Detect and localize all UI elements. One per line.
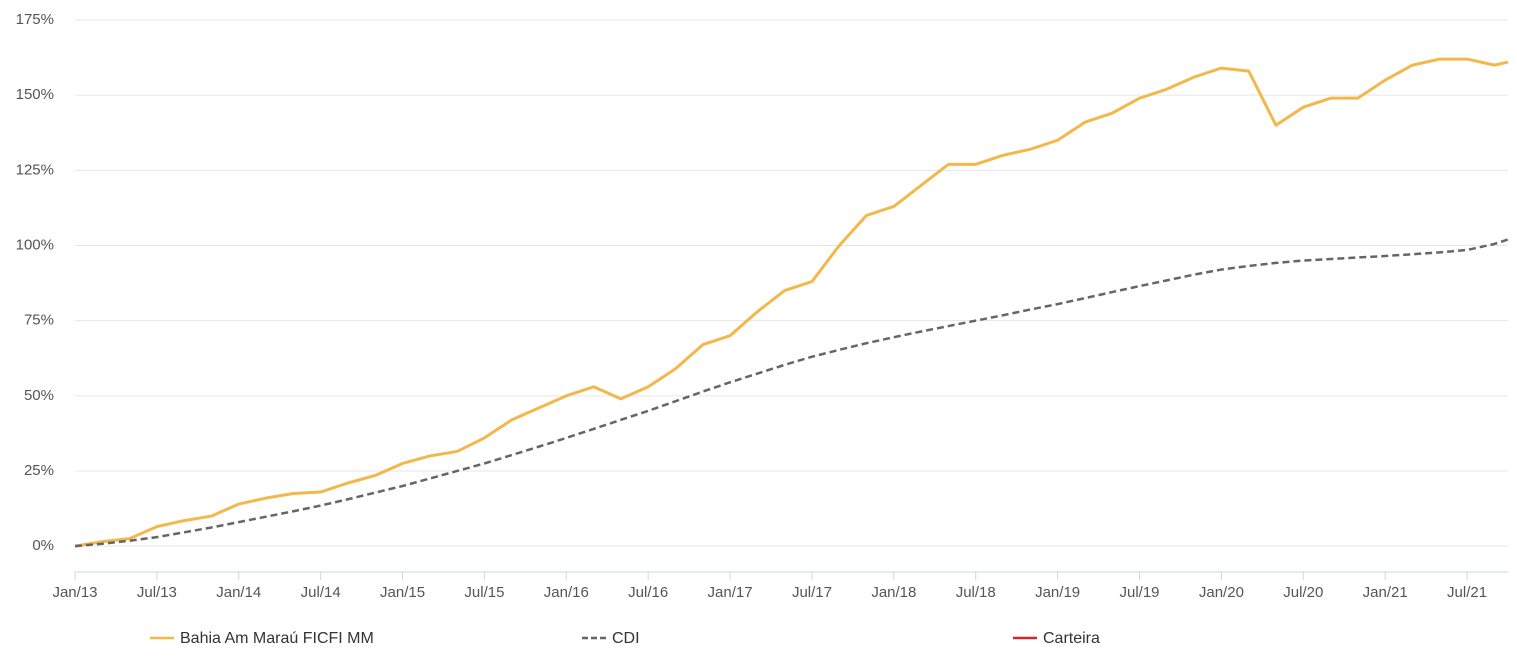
- y-tick-label: 100%: [16, 236, 54, 253]
- legend-label: Bahia Am Maraú FICFI MM: [180, 630, 374, 647]
- x-tick-label: Jan/21: [1363, 584, 1408, 601]
- y-tick-label: 50%: [24, 387, 54, 404]
- x-tick-label: Jan/14: [216, 584, 261, 601]
- y-tick-label: 175%: [16, 11, 54, 28]
- x-tick-label: Jul/14: [301, 584, 341, 601]
- x-tick-label: Jan/18: [871, 584, 916, 601]
- x-tick-label: Jul/15: [464, 584, 504, 601]
- x-tick-label: Jan/15: [380, 584, 425, 601]
- y-tick-label: 125%: [16, 161, 54, 178]
- legend-label: Carteira: [1043, 630, 1100, 647]
- x-tick-label: Jul/21: [1447, 584, 1487, 601]
- x-tick-label: Jul/17: [792, 584, 832, 601]
- y-tick-label: 150%: [16, 86, 54, 103]
- series-line: [74, 238, 1509, 548]
- x-tick-label: Jan/16: [544, 584, 589, 601]
- x-tick-label: Jul/16: [628, 584, 668, 601]
- x-tick-label: Jul/18: [956, 584, 996, 601]
- x-tick-label: Jan/19: [1035, 584, 1080, 601]
- series-line: [74, 57, 1509, 548]
- y-tick-label: 25%: [24, 462, 54, 479]
- x-tick-label: Jul/20: [1283, 584, 1323, 601]
- y-tick-label: 0%: [32, 537, 54, 554]
- x-tick-label: Jul/13: [137, 584, 177, 601]
- legend-label: CDI: [612, 630, 640, 647]
- x-tick-label: Jul/19: [1119, 584, 1159, 601]
- x-tick-label: Jan/17: [708, 584, 753, 601]
- y-tick-label: 75%: [24, 312, 54, 329]
- x-tick-label: Jan/20: [1199, 584, 1244, 601]
- x-tick-label: Jan/13: [52, 584, 97, 601]
